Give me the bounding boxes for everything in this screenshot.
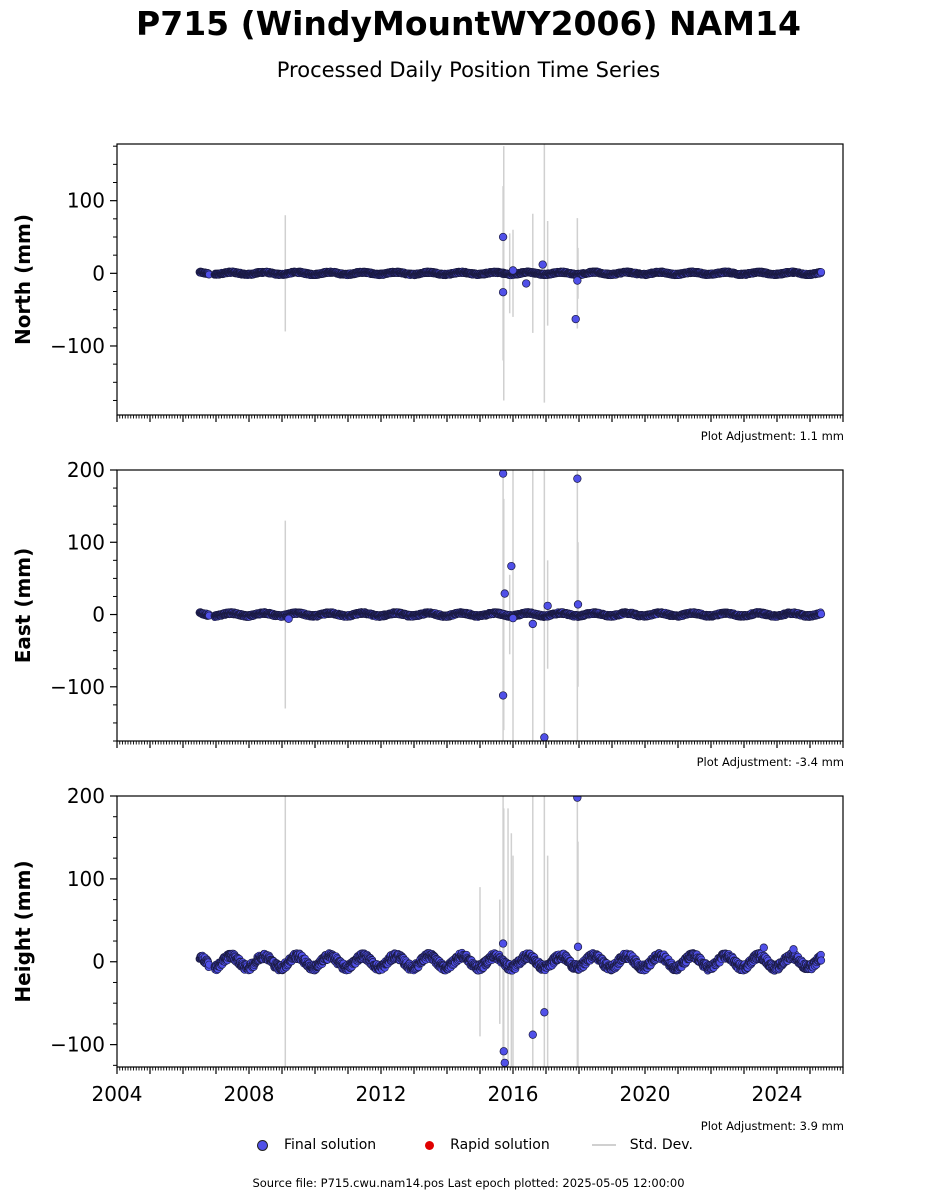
east-data	[195, 470, 826, 741]
north-outlier-point	[538, 260, 547, 269]
north-ytick-label: 100	[67, 189, 105, 213]
east-outlier-point	[543, 601, 552, 611]
north-ytick-label: 0	[92, 261, 105, 285]
east-outlier-point	[508, 613, 518, 623]
east-point	[817, 610, 826, 618]
north-ylabel: North (mm)	[11, 214, 35, 345]
chart-subtitle: Processed Daily Position Time Series	[276, 58, 661, 82]
east-outlier-point	[573, 600, 583, 609]
chart-title: P715 (WindyMountWY2006) NAM14	[136, 4, 801, 43]
east-frame	[116, 469, 844, 742]
east-outlier-point	[498, 470, 508, 478]
east-outlier-point	[540, 733, 549, 741]
north-frame	[116, 143, 844, 416]
east-ylabel: East (mm)	[11, 548, 35, 664]
north-outlier-point	[573, 276, 582, 285]
north-outlier-point	[498, 232, 508, 242]
east-outlier-point	[498, 691, 508, 700]
east-outlier-point	[573, 474, 582, 483]
north-outlier-point	[508, 266, 518, 275]
north-point	[817, 268, 826, 277]
east-ytick-label: −100	[50, 675, 105, 699]
north-ytick-label: −100	[50, 334, 105, 358]
east-ytick-label: 100	[67, 530, 105, 554]
north-panel: −100 0 100 North (mm)	[11, 143, 844, 422]
north-outlier-point	[498, 288, 508, 297]
north-outlier-point	[571, 314, 580, 324]
north-data	[195, 144, 826, 403]
east-outlier-point	[507, 561, 516, 571]
east-ytick-label: 0	[92, 603, 105, 627]
east-ytick-label: 200	[67, 458, 105, 482]
height-data	[195, 796, 826, 1067]
east-outlier-point	[528, 619, 537, 629]
east-panel: −100 0 100 200 East (mm)	[11, 458, 844, 748]
east-outlier-point	[500, 589, 509, 598]
east-outlier-point	[284, 614, 293, 624]
north-outlier-point	[522, 279, 531, 288]
